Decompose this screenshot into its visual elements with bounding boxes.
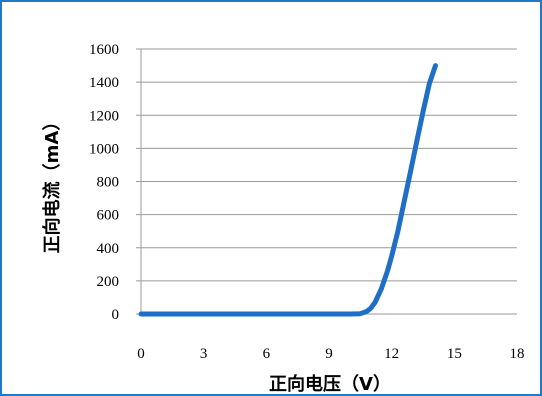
y-tick-label-6: 1200 bbox=[89, 108, 119, 124]
y-tick-labels: 0 200 400 600 800 1000 1200 1400 1600 bbox=[89, 42, 119, 323]
x-tick-label-4: 12 bbox=[384, 346, 399, 362]
x-tick-labels: 0 3 6 9 12 15 18 bbox=[137, 346, 524, 362]
y-tick-label-2: 400 bbox=[97, 241, 120, 257]
x-tick-label-0: 0 bbox=[137, 346, 145, 362]
grid-layer bbox=[136, 48, 517, 315]
y-axis-title: 正向电流（mA） bbox=[41, 113, 63, 254]
y-tick-label-3: 600 bbox=[97, 208, 120, 224]
y-tick-label-5: 1000 bbox=[89, 141, 119, 157]
x-tick-label-1: 3 bbox=[200, 346, 208, 362]
y-tick-label-0: 0 bbox=[112, 307, 120, 323]
y-tick-label-7: 1400 bbox=[89, 75, 119, 91]
x-tick-label-2: 6 bbox=[263, 346, 271, 362]
y-tick-label-8: 1600 bbox=[89, 42, 119, 58]
y-tick-label-4: 800 bbox=[97, 175, 120, 191]
series-line-0 bbox=[138, 63, 438, 317]
x-tick-label-6: 18 bbox=[510, 346, 525, 362]
x-axis-title: 正向电压（V） bbox=[269, 373, 391, 395]
series-layer bbox=[138, 63, 438, 317]
y-tick-label-1: 200 bbox=[97, 274, 120, 290]
x-tick-label-3: 9 bbox=[325, 346, 333, 362]
x-tick-label-5: 15 bbox=[447, 346, 462, 362]
